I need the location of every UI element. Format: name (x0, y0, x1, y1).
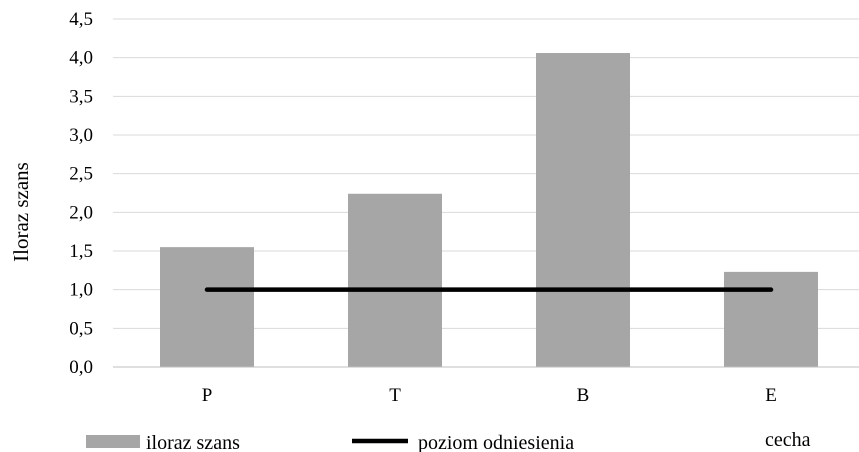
x-tick-label: P (202, 385, 213, 406)
y-tick-label: 2,0 (69, 202, 93, 223)
legend-swatch-bars (86, 435, 140, 448)
bars (160, 53, 818, 367)
bar-T (348, 193, 442, 367)
legend-label-line: poziom odniesienia (418, 432, 574, 452)
y-tick-label: 3,5 (69, 86, 93, 107)
y-tick-labels: 0,0 0,5 1,0 1,5 2,0 2,5 3,0 3,5 4,0 4,5 (69, 9, 93, 378)
y-tick-label: 3,0 (69, 125, 93, 146)
y-tick-label: 4,0 (69, 48, 93, 69)
y-tick-label: 0,0 (69, 357, 93, 378)
x-axis-title: cecha (765, 429, 811, 451)
legend: iloraz szans poziom odniesienia (86, 432, 574, 452)
y-tick-label: 1,5 (69, 241, 93, 262)
legend-label-bars: iloraz szans (146, 432, 240, 452)
x-tick-label: B (577, 385, 590, 406)
x-tick-label: T (389, 385, 401, 406)
bar-P (160, 247, 254, 367)
bar-E (724, 271, 818, 367)
x-tick-label: E (765, 385, 777, 406)
bar-B (536, 53, 630, 367)
y-tick-label: 2,5 (69, 164, 93, 185)
y-tick-label: 4,5 (69, 9, 93, 30)
y-tick-label: 1,0 (69, 280, 93, 301)
y-tick-label: 0,5 (69, 318, 93, 339)
y-axis-title: Iloraz szans (9, 162, 33, 262)
